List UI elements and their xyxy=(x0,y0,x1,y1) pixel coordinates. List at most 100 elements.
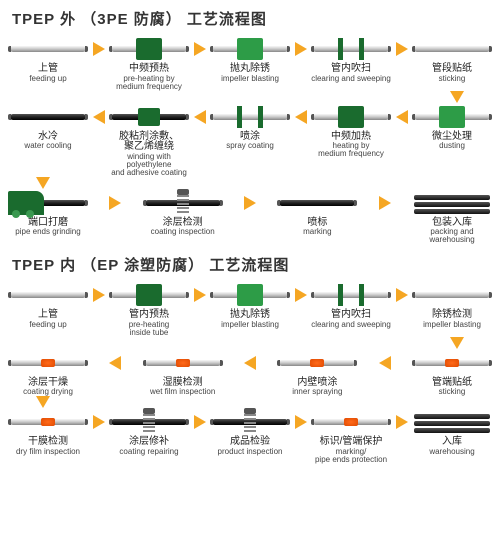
process-step: 湿膜检测wet film inspection xyxy=(143,349,223,397)
step-label-cn: 胶粘剂涂敷、 聚乙烯缠绕 xyxy=(119,132,179,153)
arrow-right-icon xyxy=(92,189,139,217)
step-icon xyxy=(8,349,88,377)
process-step: 入库warehousing xyxy=(412,408,492,456)
arrow-left-icon xyxy=(92,103,105,131)
process-step: 抛丸除锈impeller blasting xyxy=(210,281,290,329)
step-label-cn: 管段贴纸 xyxy=(432,64,472,75)
arrow-right-icon xyxy=(193,35,206,63)
step-label-en: spray coating xyxy=(226,142,274,150)
step-icon xyxy=(311,408,391,436)
step-label-cn: 涂层修补 xyxy=(129,437,169,448)
step-icon xyxy=(412,349,492,377)
step-label-en: dry film inspection xyxy=(16,448,80,456)
arrow-right-icon xyxy=(361,189,408,217)
process-step: 管段贴纸sticking xyxy=(412,35,492,83)
step-label-cn: 标识/管端保护 xyxy=(320,437,383,448)
step-label-en: coating repairing xyxy=(119,448,178,456)
arrow-right-icon xyxy=(294,281,307,309)
step-label-cn: 成品检验 xyxy=(230,437,270,448)
step-label-en: marking/ pipe ends protection xyxy=(315,448,387,464)
step-label-en: warehousing xyxy=(429,448,474,456)
arrow-right-icon xyxy=(294,408,307,436)
step-label-cn: 干膜检测 xyxy=(28,437,68,448)
step-label-en: pre-heating inside tube xyxy=(129,321,169,337)
process-step: 管端贴纸sticking xyxy=(412,349,492,397)
arrow-left-icon xyxy=(227,349,274,377)
process-step: 涂层干燥coating drying xyxy=(8,349,88,397)
arrow-left-icon xyxy=(395,103,408,131)
step-label-en: sticking xyxy=(439,388,466,396)
step-icon xyxy=(8,408,88,436)
step-label-en: sticking xyxy=(439,75,466,83)
process-step: 成品检验product inspection xyxy=(210,408,290,456)
step-label-cn: 入库 xyxy=(442,437,462,448)
process-step: 管内预热pre-heating inside tube xyxy=(109,281,189,337)
step-label-en: inner spraying xyxy=(292,388,342,396)
arrow-right-icon xyxy=(92,35,105,63)
process-step: 中频加热heating by medium frequency xyxy=(311,103,391,159)
step-label-en: marking xyxy=(303,228,331,236)
step-icon xyxy=(210,408,290,436)
step-icon xyxy=(210,281,290,309)
section2-flow: 上管feeding up 管内预热pre-heating inside tube 抛… xyxy=(8,281,492,464)
step-icon xyxy=(311,281,391,309)
arrow-right-icon xyxy=(294,35,307,63)
step-label-en: winding with polyethylene and adhesive c… xyxy=(109,153,189,177)
step-icon xyxy=(311,35,391,63)
section1-flow: 上管feeding up 中频预热pre-heating by medium fr… xyxy=(8,35,492,244)
process-step: 抛丸除锈impeller blasting xyxy=(210,35,290,83)
step-label-en: feeding up xyxy=(29,75,66,83)
step-label-cn: 抛丸除锈 xyxy=(230,310,270,321)
arrow-right-icon xyxy=(193,281,206,309)
step-label-en: water cooling xyxy=(24,142,71,150)
step-label-cn: 管内预热 xyxy=(129,310,169,321)
step-label-en: dusting xyxy=(439,142,465,150)
process-step: 中频预热pre-heating by medium frequency xyxy=(109,35,189,91)
process-step: 涂层修补coating repairing xyxy=(109,408,189,456)
arrow-right-icon xyxy=(395,408,408,436)
step-label-en: coating inspection xyxy=(151,228,215,236)
step-label-en: pre-heating by medium frequency xyxy=(116,75,182,91)
process-step: 微尘处理dusting xyxy=(412,103,492,151)
step-icon xyxy=(210,103,290,131)
step-label-cn: 抛丸除锈 xyxy=(230,64,270,75)
step-label-cn: 管内吹扫 xyxy=(331,310,371,321)
process-step: 包装入库packing and warehousing xyxy=(412,189,492,245)
arrow-right-icon xyxy=(92,281,105,309)
arrow-right-icon xyxy=(92,408,105,436)
process-diagram: TPEP 外 （3PE 防腐） 工艺流程图 上管feeding up中频预热pr… xyxy=(0,0,500,468)
arrow-down-icon xyxy=(8,177,492,189)
arrow-left-icon xyxy=(193,103,206,131)
step-label-en: pipe ends grinding xyxy=(15,228,80,236)
process-step: 喷涂spray coating xyxy=(210,103,290,151)
process-step: 内壁喷涂inner spraying xyxy=(277,349,357,397)
arrow-down-icon xyxy=(8,91,492,103)
step-label-en: coating drying xyxy=(23,388,73,396)
arrow-right-icon xyxy=(193,408,206,436)
step-label-cn: 管内吹扫 xyxy=(331,64,371,75)
process-step: 标识/管端保护marking/ pipe ends protection xyxy=(311,408,391,464)
arrow-down-icon xyxy=(8,337,492,349)
section1-title: TPEP 外 （3PE 防腐） 工艺流程图 xyxy=(12,8,492,29)
process-step: 喷标marking xyxy=(277,189,357,237)
step-label-en: packing and warehousing xyxy=(412,228,492,244)
arrow-left-icon xyxy=(92,349,139,377)
process-step: 胶粘剂涂敷、 聚乙烯缠绕winding with polyethylene an… xyxy=(109,103,189,177)
process-step: 管内吹扫clearing and sweeping xyxy=(311,281,391,329)
step-label-en: product inspection xyxy=(218,448,283,456)
process-step: 上管feeding up xyxy=(8,281,88,329)
step-icon xyxy=(8,281,88,309)
process-step: 上管feeding up xyxy=(8,35,88,83)
step-icon xyxy=(412,408,492,436)
step-icon xyxy=(412,35,492,63)
process-step: 管内吹扫clearing and sweeping xyxy=(311,35,391,83)
step-icon xyxy=(109,408,189,436)
step-label-en: heating by medium frequency xyxy=(318,142,384,158)
step-icon xyxy=(109,281,189,309)
step-label-cn: 中频预热 xyxy=(129,64,169,75)
step-label-en: feeding up xyxy=(29,321,66,329)
process-step: 端口打磨pipe ends grinding xyxy=(8,189,88,237)
step-icon xyxy=(412,103,492,131)
step-icon xyxy=(412,281,492,309)
step-icon xyxy=(277,349,357,377)
